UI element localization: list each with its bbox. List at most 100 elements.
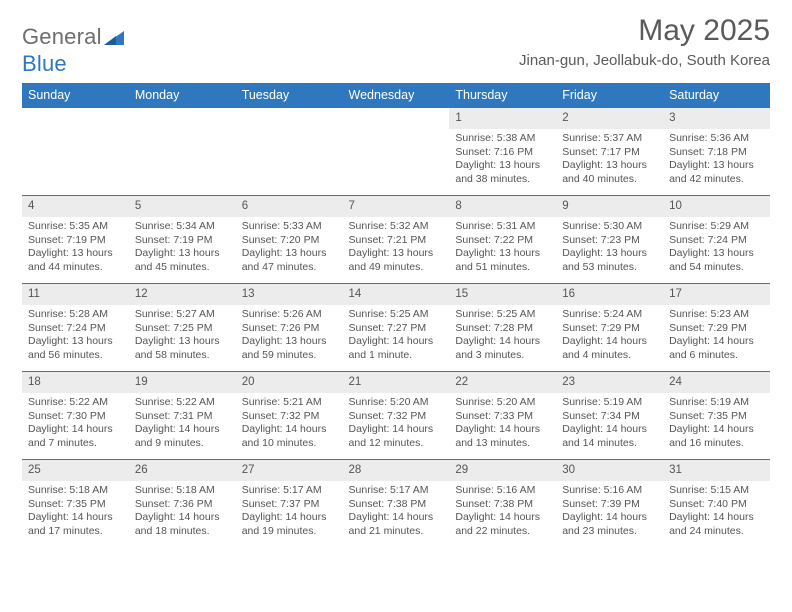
sunset-text: Sunset: 7:31 PM [135, 410, 230, 424]
daylight-line1: Daylight: 14 hours [242, 511, 337, 525]
day-number: 8 [449, 196, 556, 217]
logo-triangle-icon [104, 25, 124, 51]
day-details: Sunrise: 5:16 AMSunset: 7:38 PMDaylight:… [449, 481, 556, 543]
sunset-text: Sunset: 7:16 PM [455, 146, 550, 160]
sunrise-text: Sunrise: 5:20 AM [455, 396, 550, 410]
sunrise-text: Sunrise: 5:25 AM [455, 308, 550, 322]
sunset-text: Sunset: 7:23 PM [562, 234, 657, 248]
sunrise-text: Sunrise: 5:20 AM [349, 396, 444, 410]
day-number: 31 [663, 460, 770, 481]
sunrise-text: Sunrise: 5:19 AM [669, 396, 764, 410]
day-number: 6 [236, 196, 343, 217]
calendar-day-cell: 22Sunrise: 5:20 AMSunset: 7:33 PMDayligh… [449, 372, 556, 460]
sunrise-text: Sunrise: 5:34 AM [135, 220, 230, 234]
sunset-text: Sunset: 7:17 PM [562, 146, 657, 160]
day-details: Sunrise: 5:38 AMSunset: 7:16 PMDaylight:… [449, 129, 556, 191]
day-details: Sunrise: 5:35 AMSunset: 7:19 PMDaylight:… [22, 217, 129, 279]
sunrise-text: Sunrise: 5:22 AM [28, 396, 123, 410]
sunset-text: Sunset: 7:25 PM [135, 322, 230, 336]
weekday-header-cell: Sunday [22, 83, 129, 108]
weekday-header-cell: Wednesday [343, 83, 450, 108]
sunrise-text: Sunrise: 5:31 AM [455, 220, 550, 234]
daylight-line1: Daylight: 13 hours [135, 247, 230, 261]
daylight-line2: and 16 minutes. [669, 437, 764, 451]
daylight-line2: and 40 minutes. [562, 173, 657, 187]
daylight-line1: Daylight: 14 hours [135, 423, 230, 437]
sunrise-text: Sunrise: 5:16 AM [562, 484, 657, 498]
sunrise-text: Sunrise: 5:17 AM [242, 484, 337, 498]
day-number: 13 [236, 284, 343, 305]
daylight-line1: Daylight: 13 hours [562, 247, 657, 261]
calendar-empty-cell [236, 108, 343, 196]
daylight-line2: and 47 minutes. [242, 261, 337, 275]
sunrise-text: Sunrise: 5:21 AM [242, 396, 337, 410]
daylight-line1: Daylight: 13 hours [562, 159, 657, 173]
day-number: 1 [449, 108, 556, 129]
sunrise-text: Sunrise: 5:36 AM [669, 132, 764, 146]
calendar-day-cell: 21Sunrise: 5:20 AMSunset: 7:32 PMDayligh… [343, 372, 450, 460]
sunrise-text: Sunrise: 5:24 AM [562, 308, 657, 322]
day-number: 16 [556, 284, 663, 305]
daylight-line2: and 9 minutes. [135, 437, 230, 451]
calendar-day-cell: 25Sunrise: 5:18 AMSunset: 7:35 PMDayligh… [22, 460, 129, 548]
daylight-line1: Daylight: 13 hours [349, 247, 444, 261]
brand-part2: Blue [22, 51, 67, 76]
day-details: Sunrise: 5:31 AMSunset: 7:22 PMDaylight:… [449, 217, 556, 279]
calendar-empty-cell [343, 108, 450, 196]
daylight-line2: and 6 minutes. [669, 349, 764, 363]
calendar-day-cell: 27Sunrise: 5:17 AMSunset: 7:37 PMDayligh… [236, 460, 343, 548]
day-number: 26 [129, 460, 236, 481]
daylight-line2: and 14 minutes. [562, 437, 657, 451]
daylight-line2: and 44 minutes. [28, 261, 123, 275]
weekday-header-cell: Saturday [663, 83, 770, 108]
day-number: 3 [663, 108, 770, 129]
day-number: 25 [22, 460, 129, 481]
sunset-text: Sunset: 7:32 PM [242, 410, 337, 424]
daylight-line1: Daylight: 14 hours [349, 511, 444, 525]
day-number: 28 [343, 460, 450, 481]
daylight-line2: and 49 minutes. [349, 261, 444, 275]
weekday-header-cell: Thursday [449, 83, 556, 108]
day-number: 5 [129, 196, 236, 217]
day-details: Sunrise: 5:27 AMSunset: 7:25 PMDaylight:… [129, 305, 236, 367]
daylight-line2: and 1 minute. [349, 349, 444, 363]
day-details: Sunrise: 5:28 AMSunset: 7:24 PMDaylight:… [22, 305, 129, 367]
day-number: 2 [556, 108, 663, 129]
location-subtitle: Jinan-gun, Jeollabuk-do, South Korea [519, 52, 770, 69]
day-number: 27 [236, 460, 343, 481]
sunrise-text: Sunrise: 5:37 AM [562, 132, 657, 146]
calendar-day-cell: 15Sunrise: 5:25 AMSunset: 7:28 PMDayligh… [449, 284, 556, 372]
day-details: Sunrise: 5:22 AMSunset: 7:31 PMDaylight:… [129, 393, 236, 455]
calendar-day-cell: 14Sunrise: 5:25 AMSunset: 7:27 PMDayligh… [343, 284, 450, 372]
calendar-day-cell: 8Sunrise: 5:31 AMSunset: 7:22 PMDaylight… [449, 196, 556, 284]
brand-text: GeneralBlue [22, 24, 124, 77]
sunset-text: Sunset: 7:20 PM [242, 234, 337, 248]
sunset-text: Sunset: 7:19 PM [28, 234, 123, 248]
daylight-line1: Daylight: 14 hours [28, 511, 123, 525]
calendar-week-row: 4Sunrise: 5:35 AMSunset: 7:19 PMDaylight… [22, 196, 770, 284]
day-number: 17 [663, 284, 770, 305]
day-details: Sunrise: 5:23 AMSunset: 7:29 PMDaylight:… [663, 305, 770, 367]
sunrise-text: Sunrise: 5:19 AM [562, 396, 657, 410]
sunrise-text: Sunrise: 5:28 AM [28, 308, 123, 322]
daylight-line1: Daylight: 13 hours [455, 159, 550, 173]
sunset-text: Sunset: 7:33 PM [455, 410, 550, 424]
calendar-table: SundayMondayTuesdayWednesdayThursdayFrid… [22, 83, 770, 548]
calendar-day-cell: 24Sunrise: 5:19 AMSunset: 7:35 PMDayligh… [663, 372, 770, 460]
daylight-line1: Daylight: 14 hours [455, 511, 550, 525]
day-details: Sunrise: 5:30 AMSunset: 7:23 PMDaylight:… [556, 217, 663, 279]
sunrise-text: Sunrise: 5:22 AM [135, 396, 230, 410]
daylight-line1: Daylight: 13 hours [28, 247, 123, 261]
sunrise-text: Sunrise: 5:17 AM [349, 484, 444, 498]
day-number: 4 [22, 196, 129, 217]
calendar-day-cell: 16Sunrise: 5:24 AMSunset: 7:29 PMDayligh… [556, 284, 663, 372]
month-title: May 2025 [519, 14, 770, 48]
calendar-week-row: 18Sunrise: 5:22 AMSunset: 7:30 PMDayligh… [22, 372, 770, 460]
calendar-day-cell: 10Sunrise: 5:29 AMSunset: 7:24 PMDayligh… [663, 196, 770, 284]
day-details: Sunrise: 5:18 AMSunset: 7:36 PMDaylight:… [129, 481, 236, 543]
header: GeneralBlue May 2025 Jinan-gun, Jeollabu… [22, 14, 770, 77]
calendar-day-cell: 4Sunrise: 5:35 AMSunset: 7:19 PMDaylight… [22, 196, 129, 284]
calendar-body: 1Sunrise: 5:38 AMSunset: 7:16 PMDaylight… [22, 108, 770, 548]
calendar-day-cell: 18Sunrise: 5:22 AMSunset: 7:30 PMDayligh… [22, 372, 129, 460]
daylight-line2: and 3 minutes. [455, 349, 550, 363]
